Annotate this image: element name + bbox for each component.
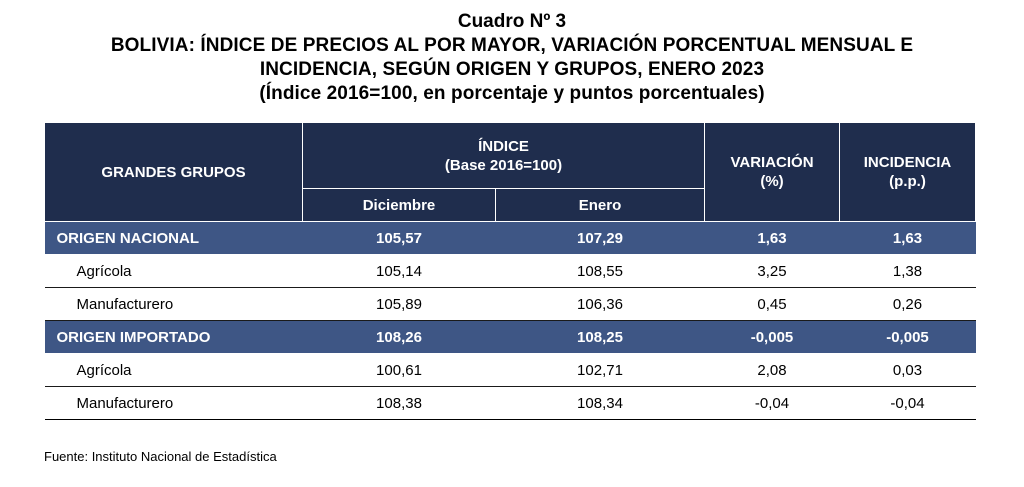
cell-enero: 102,71 [495,353,705,387]
cell-incidencia: 0,03 [839,353,976,387]
cell-diciembre: 100,61 [302,353,496,387]
header-indice-label: ÍNDICE [478,137,529,155]
cell-incidencia: -0,005 [839,320,976,354]
header-grandes-grupos: GRANDES GRUPOS [44,122,303,222]
header-incidencia: INCIDENCIA (p.p.) [839,122,976,222]
source-note: Fuente: Instituto Nacional de Estadístic… [44,449,277,464]
price-index-table: GRANDES GRUPOS ÍNDICE (Base 2016=100) VA… [44,122,976,420]
cell-enero: 106,36 [495,287,705,321]
table-subtitle: (Índice 2016=100, en porcentaje y puntos… [259,83,765,104]
row-name: Manufacturero [44,287,303,321]
header-variacion-unit: (%) [760,173,784,190]
cell-variacion: 0,45 [704,287,840,321]
header-enero: Enero [495,188,705,222]
header-incidencia-unit: (p.p.) [889,173,926,190]
cell-variacion: 2,08 [704,353,840,387]
table-title-line-1: BOLIVIA: ÍNDICE DE PRECIOS AL POR MAYOR,… [110,35,914,56]
table-row-origen-nacional: ORIGEN NACIONAL 105,57 107,29 1,63 1,63 [44,221,976,255]
row-name: Manufacturero [44,386,303,420]
cell-incidencia: 0,26 [839,287,976,321]
table-title-block: Cuadro Nº 3 BOLIVIA: ÍNDICE DE PRECIOS A… [0,10,1024,106]
cell-diciembre: 105,14 [302,254,496,288]
cell-enero: 108,25 [495,320,705,354]
header-indice-base: (Base 2016=100) [444,156,563,174]
table-title-line-2: INCIDENCIA, SEGÚN ORIGEN Y GRUPOS, ENERO… [259,59,765,80]
header-indice: ÍNDICE (Base 2016=100) [302,122,705,189]
header-variacion-label: VARIACIÓN [730,154,814,171]
table-row: Agrícola 100,61 102,71 2,08 0,03 [44,353,976,387]
table-row: Manufacturero 108,38 108,34 -0,04 -0,04 [44,386,976,420]
header-variacion: VARIACIÓN (%) [704,122,840,222]
cell-incidencia: -0,04 [839,386,976,420]
cell-diciembre: 108,26 [302,320,496,354]
cell-incidencia: 1,38 [839,254,976,288]
table-header: GRANDES GRUPOS ÍNDICE (Base 2016=100) VA… [44,122,976,222]
cell-enero: 108,55 [495,254,705,288]
cell-enero: 108,34 [495,386,705,420]
row-name: Agrícola [44,254,303,288]
table-row-origen-importado: ORIGEN IMPORTADO 108,26 108,25 -0,005 -0… [44,320,976,354]
cell-variacion: 1,63 [704,221,840,255]
cell-enero: 107,29 [495,221,705,255]
cell-diciembre: 105,57 [302,221,496,255]
cell-diciembre: 108,38 [302,386,496,420]
row-name: Agrícola [44,353,303,387]
table-row: Agrícola 105,14 108,55 3,25 1,38 [44,254,976,288]
cell-variacion: -0,04 [704,386,840,420]
cell-diciembre: 105,89 [302,287,496,321]
cell-incidencia: 1,63 [839,221,976,255]
table-body: ORIGEN NACIONAL 105,57 107,29 1,63 1,63 … [44,221,976,420]
row-name: ORIGEN IMPORTADO [44,320,303,354]
cell-variacion: 3,25 [704,254,840,288]
cell-variacion: -0,005 [704,320,840,354]
table-row: Manufacturero 105,89 106,36 0,45 0,26 [44,287,976,321]
table-number: Cuadro Nº 3 [457,11,567,32]
header-incidencia-label: INCIDENCIA [863,154,952,171]
header-diciembre: Diciembre [302,188,496,222]
row-name: ORIGEN NACIONAL [44,221,303,255]
